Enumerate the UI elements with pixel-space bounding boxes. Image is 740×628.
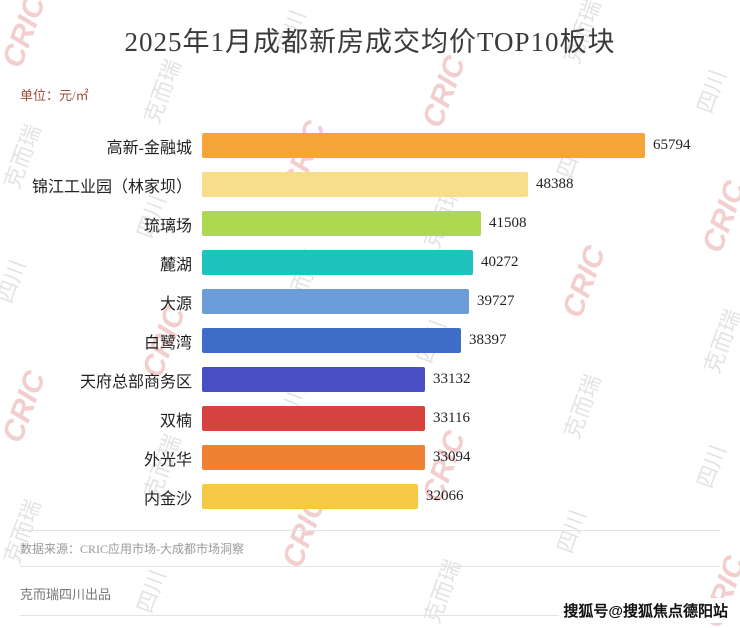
divider-middle [20,566,720,567]
bar-value: 48388 [536,176,574,192]
bar [202,250,473,275]
bar-label: 锦江工业园（林家坝） [31,178,192,196]
bar-row: 内金沙 32066 [20,477,720,516]
bar-row: 白鹭湾 38397 [20,321,720,360]
bar-row: 大源 39727 [20,282,720,321]
bar-value: 33132 [433,371,471,387]
divider-top [20,530,720,531]
bar-row: 锦江工业园（林家坝） 48388 [20,165,720,204]
bar-label: 天府总部商务区 [79,373,192,391]
unit-label: 单位：元/㎡ [20,88,89,103]
bar-label: 内金沙 [143,490,192,508]
bar-label: 外光华 [143,451,192,469]
bar [202,328,461,353]
bar-label: 大源 [159,295,192,313]
bar-row: 琉璃场 41508 [20,204,720,243]
bar [202,445,425,470]
bar [202,289,469,314]
chart-content: 2025年1月成都新房成交均价TOP10板块 单位：元/㎡ 高新-金融城 6579… [0,20,740,616]
bar-value: 33116 [433,410,470,426]
bar-value: 41508 [489,215,527,231]
bar-row: 双楠 33116 [20,399,720,438]
bar-label: 琉璃场 [143,217,192,235]
bar [202,484,418,509]
bar-label: 高新-金融城 [106,139,192,157]
data-source-label: 数据来源：CRIC应用市场-大成都市场洞察 [20,542,245,556]
bar-chart: 高新-金融城 65794 锦江工业园（林家坝） 48388 琉璃场 41508 麓湖 4027… [20,126,720,516]
bar [202,133,645,158]
page-title: 2025年1月成都新房成交均价TOP10板块 [124,27,616,57]
bar-value: 33094 [433,449,471,465]
bar-row: 天府总部商务区 33132 [20,360,720,399]
bar-label: 白鹭湾 [143,334,192,352]
bar-row: 外光华 33094 [20,438,720,477]
sohu-account-badge: 搜狐号@搜狐焦点德阳站 [559,598,732,623]
bar-row: 麓湖 40272 [20,243,720,282]
bar-value: 65794 [653,137,691,153]
bar [202,367,425,392]
bar-label: 双楠 [159,412,192,430]
producer-label: 克而瑞四川出品 [20,587,112,602]
bar [202,406,425,431]
bar-value: 39727 [477,293,515,309]
bar-value: 40272 [481,254,519,270]
bar [202,211,481,236]
bar-row: 高新-金融城 65794 [20,126,720,165]
bar-value: 38397 [469,332,507,348]
bar [202,172,528,197]
divider-bottom [20,615,720,616]
bar-value: 32066 [426,488,464,504]
bar-label: 麓湖 [159,256,192,274]
